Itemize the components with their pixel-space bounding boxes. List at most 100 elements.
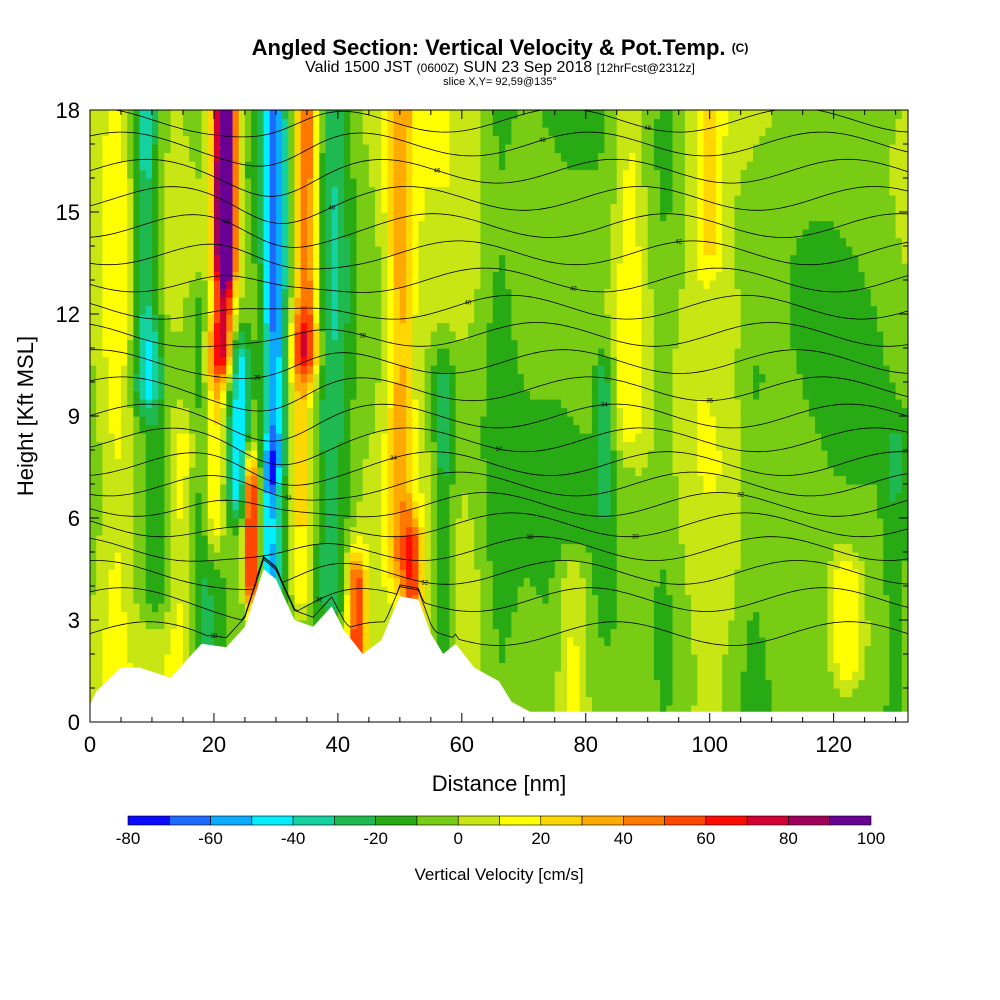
velocity-cell: [238, 433, 246, 443]
velocity-cell: [145, 594, 153, 604]
velocity-cell: [139, 637, 147, 647]
velocity-cell: [114, 450, 122, 460]
velocity-cell: [393, 246, 401, 256]
velocity-cell: [158, 322, 165, 332]
velocity-cell: [133, 611, 141, 621]
velocity-cell: [375, 212, 382, 222]
velocity-cell: [375, 424, 382, 434]
velocity-cell: [424, 271, 432, 281]
velocity-cell: [350, 152, 358, 162]
velocity-cell: [313, 220, 320, 230]
velocity-cell: [238, 144, 246, 154]
velocity-cell: [505, 458, 512, 468]
velocity-cell: [468, 186, 475, 196]
velocity-cell: [170, 322, 178, 332]
velocity-cell: [244, 569, 252, 579]
velocity-cell: [275, 348, 283, 358]
velocity-cell: [201, 152, 209, 162]
velocity-cell: [455, 526, 463, 536]
velocity-cell: [220, 186, 227, 196]
velocity-cell: [201, 518, 209, 528]
velocity-cell: [232, 220, 240, 230]
velocity-cell: [313, 254, 320, 264]
velocity-cell: [139, 331, 147, 341]
velocity-cell: [468, 586, 475, 596]
velocity-cell: [368, 603, 376, 613]
velocity-cell: [139, 569, 147, 579]
velocity-cell: [443, 594, 451, 604]
velocity-cell: [164, 305, 172, 315]
velocity-cell: [220, 407, 227, 417]
velocity-cell: [232, 424, 240, 434]
velocity-cell: [350, 178, 358, 188]
velocity-cell: [412, 552, 420, 562]
velocity-cell: [480, 348, 488, 358]
velocity-cell: [480, 484, 488, 494]
velocity-cell: [232, 365, 240, 375]
velocity-cell: [505, 263, 512, 273]
velocity-cell: [486, 288, 494, 298]
velocity-cell: [195, 586, 203, 596]
velocity-cell: [350, 433, 358, 443]
velocity-cell: [399, 280, 407, 290]
velocity-cell: [381, 399, 389, 409]
velocity-cell: [139, 399, 147, 409]
velocity-cell: [418, 509, 426, 519]
velocity-cell: [257, 433, 265, 443]
velocity-cell: [294, 407, 302, 417]
velocity-cell: [102, 458, 110, 468]
velocity-cell: [139, 620, 147, 630]
velocity-cell: [449, 637, 457, 647]
velocity-cell: [96, 339, 103, 349]
velocity-cell: [455, 594, 463, 604]
velocity-cell: [300, 314, 308, 324]
velocity-cell: [430, 280, 438, 290]
velocity-cell: [313, 110, 320, 120]
velocity-cell: [164, 237, 172, 247]
velocity-cell: [226, 339, 234, 349]
velocity-cell: [189, 356, 196, 366]
velocity-cell: [244, 390, 252, 400]
velocity-cell: [251, 382, 258, 392]
velocity-cell: [114, 458, 122, 468]
velocity-cell: [139, 178, 147, 188]
velocity-cell: [251, 356, 258, 366]
velocity-cell: [288, 475, 296, 485]
velocity-cell: [127, 144, 134, 154]
velocity-cell: [511, 577, 519, 587]
velocity-cell: [306, 441, 314, 451]
velocity-cell: [207, 305, 215, 315]
velocity-cell: [90, 560, 97, 570]
velocity-cell: [325, 246, 333, 256]
velocity-cell: [480, 399, 488, 409]
velocity-cell: [412, 288, 420, 298]
velocity-cell: [189, 212, 196, 222]
velocity-cell: [139, 509, 147, 519]
velocity-cell: [195, 467, 203, 477]
velocity-cell: [220, 535, 227, 545]
velocity-cell: [499, 433, 506, 443]
velocity-cell: [127, 237, 134, 247]
velocity-cell: [269, 552, 277, 562]
velocity-cell: [226, 305, 234, 315]
velocity-cell: [220, 280, 227, 290]
velocity-cell: [362, 186, 370, 196]
velocity-cell: [300, 543, 308, 553]
velocity-cell: [120, 271, 128, 281]
velocity-cell: [337, 603, 345, 613]
velocity-cell: [387, 458, 395, 468]
velocity-cell: [238, 586, 246, 596]
velocity-cell: [232, 552, 240, 562]
velocity-cell: [251, 246, 258, 256]
velocity-cell: [195, 339, 203, 349]
velocity-cell: [114, 331, 122, 341]
velocity-cell: [207, 322, 215, 332]
velocity-cell: [269, 484, 277, 494]
velocity-cell: [238, 186, 246, 196]
velocity-cell: [325, 373, 333, 383]
velocity-cell: [114, 280, 122, 290]
velocity-cell: [480, 424, 488, 434]
velocity-cell: [412, 195, 420, 205]
velocity-cell: [381, 603, 389, 613]
velocity-cell: [288, 577, 296, 587]
